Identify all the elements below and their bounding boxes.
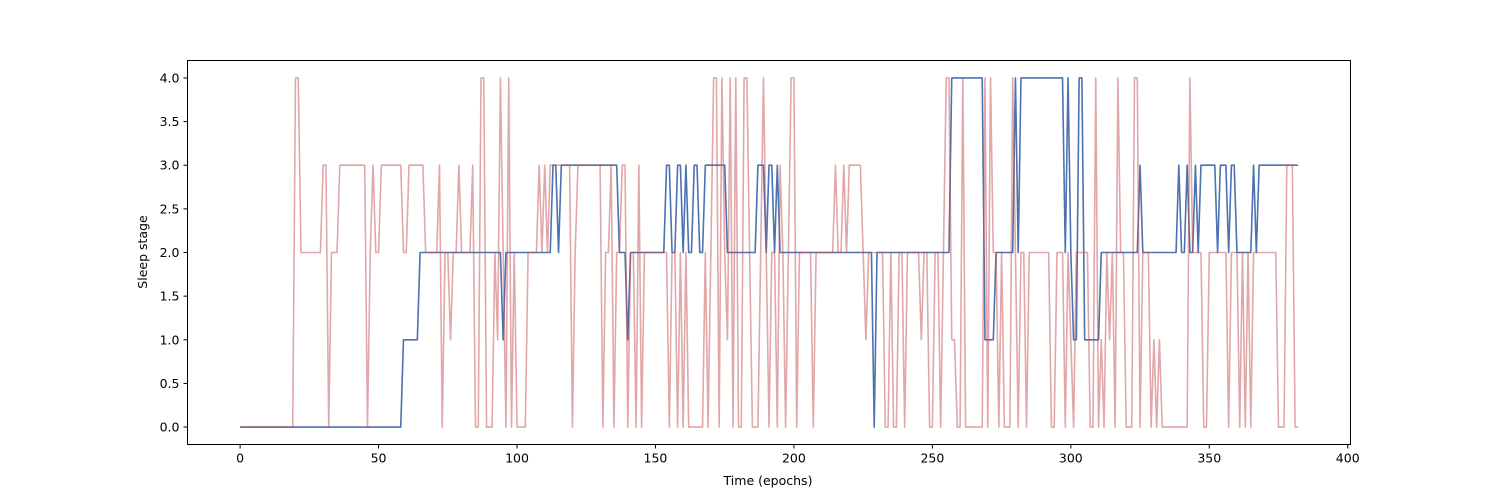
x-tick-label: 300 (1059, 451, 1083, 466)
x-tick-label: 50 (371, 451, 387, 466)
y-tick-label: 4.0 (160, 70, 180, 85)
y-tick-label: 3.5 (160, 114, 180, 129)
y-axis: 0.0 0.5 1.0 1.5 2.0 2.5 3.0 3.5 4.0 (160, 70, 188, 435)
x-axis-label: Time (epochs) (723, 473, 813, 488)
series-layer (240, 77, 1298, 428)
series-line-1 (240, 77, 1298, 428)
x-tick-label: 250 (920, 451, 944, 466)
y-tick-label: 0.5 (160, 376, 180, 391)
y-tick-label: 2.0 (160, 245, 180, 260)
x-tick-label: 150 (644, 451, 668, 466)
x-tick-label: 200 (782, 451, 806, 466)
y-tick-label: 3.0 (160, 158, 180, 173)
y-tick-label: 0.0 (160, 420, 180, 435)
x-tick-label: 350 (1197, 451, 1221, 466)
y-tick-label: 2.5 (160, 201, 180, 216)
y-tick-label: 1.0 (160, 332, 180, 347)
x-tick-label: 400 (1336, 451, 1360, 466)
y-axis-label: Sleep stage (135, 215, 150, 289)
x-axis: 0 50 100 150 200 250 300 350 400 (236, 444, 1360, 466)
x-tick-label: 0 (236, 451, 244, 466)
y-tick-label: 1.5 (160, 289, 180, 304)
x-tick-label: 100 (505, 451, 529, 466)
